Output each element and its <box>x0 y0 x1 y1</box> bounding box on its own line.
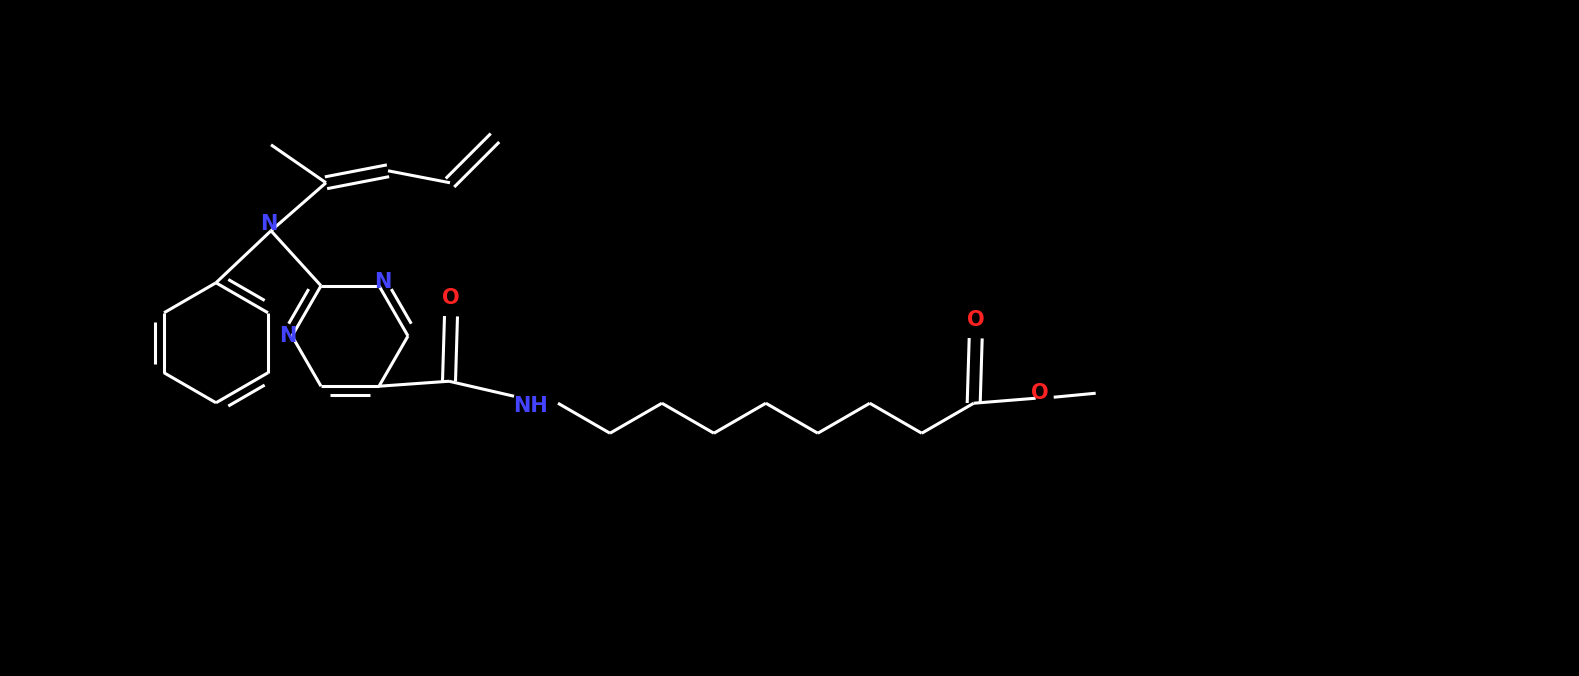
Text: NH: NH <box>513 396 548 416</box>
Text: N: N <box>279 326 297 346</box>
Text: O: O <box>442 288 459 308</box>
Text: O: O <box>966 310 984 331</box>
Text: O: O <box>1031 383 1048 403</box>
Text: N: N <box>261 214 278 234</box>
Text: N: N <box>374 272 392 292</box>
